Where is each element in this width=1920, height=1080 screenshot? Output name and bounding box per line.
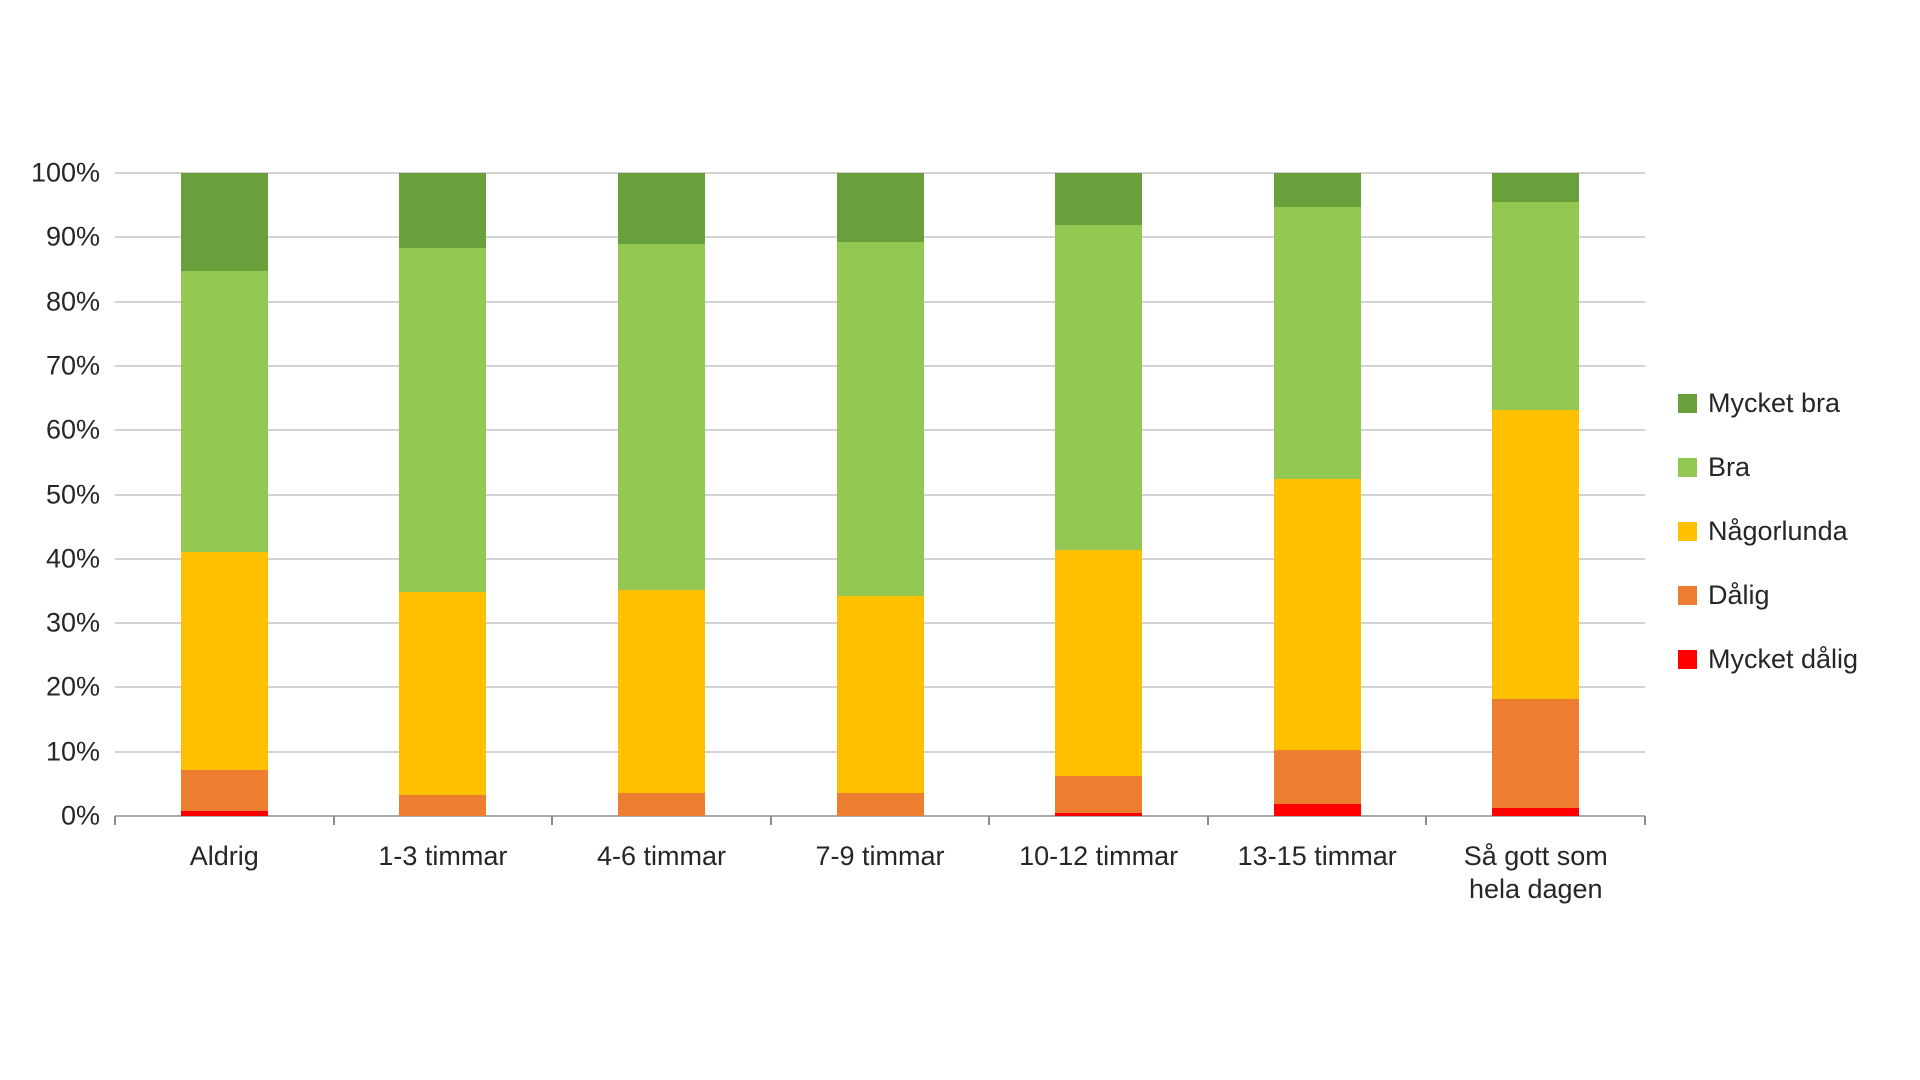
bar-slot — [771, 173, 990, 816]
bar-segment-d-lig — [399, 795, 487, 816]
bar-slot — [989, 173, 1208, 816]
y-axis-label: 100% — [30, 157, 100, 188]
axis-tick — [769, 816, 772, 825]
bar-segment-mycket-bra — [1273, 173, 1361, 208]
bar-slot — [552, 173, 771, 816]
legend-swatch-icon — [1678, 522, 1697, 541]
legend-label: Bra — [1708, 452, 1751, 482]
bar-segment-bra — [1055, 225, 1143, 550]
x-axis-line — [115, 815, 1645, 817]
legend-swatch-icon — [1678, 650, 1697, 669]
bar-segment-mycket-bra — [1492, 173, 1580, 202]
bar-6 — [1273, 173, 1361, 816]
bar-segment-d-lig — [180, 769, 268, 811]
axis-tick — [1425, 816, 1428, 825]
legend-item: Någorlunda — [1678, 518, 1858, 545]
legend-item: Bra — [1678, 454, 1858, 481]
bar-segment-n-gorlunda — [617, 589, 705, 793]
bar-slot — [334, 173, 553, 816]
x-axis-label: 1-3 timmar — [378, 841, 508, 871]
bar-segment-d-lig — [617, 792, 705, 816]
bar-segment-bra — [617, 244, 705, 590]
axis-tick — [1644, 816, 1646, 825]
bar-1 — [180, 173, 268, 816]
x-axis-label: Aldrig — [189, 841, 259, 871]
legend-swatch-icon — [1678, 458, 1697, 477]
bar-segment-mycket-d-lig — [180, 810, 268, 816]
legend-swatch-icon — [1678, 394, 1697, 413]
legend-label: Dålig — [1708, 580, 1770, 610]
legend-label: Någorlunda — [1708, 516, 1848, 546]
bar-segment-mycket-d-lig — [1273, 804, 1361, 816]
x-axis-labels: Aldrig 1-3 timmar 4-6 timmar 7-9 timmar 10-1… — [115, 840, 1645, 906]
bar-segment-mycket-bra — [617, 173, 705, 245]
y-axis-label: 20% — [45, 671, 100, 702]
axis-tick — [332, 816, 335, 825]
bar-slot — [1426, 173, 1645, 816]
bar-segment-mycket-d-lig — [1055, 812, 1143, 816]
bar-segment-bra — [1492, 201, 1580, 410]
bar-segment-d-lig — [1055, 775, 1143, 813]
y-axis-label: 40% — [45, 543, 100, 574]
bar-segment-n-gorlunda — [1492, 409, 1580, 699]
bar-5 — [1055, 173, 1143, 816]
bar-segment-d-lig — [1273, 750, 1361, 805]
legend: Mycket bra Bra Någorlunda Dålig Mycket dålig — [1678, 390, 1858, 673]
bar-segment-mycket-bra — [399, 173, 487, 249]
bar-segment-bra — [180, 271, 268, 553]
y-axis-label: 80% — [45, 286, 100, 317]
legend-label: Mycket bra — [1708, 388, 1841, 418]
legend-label: Mycket dålig — [1708, 644, 1859, 674]
x-axis-label: 13-15 timmar — [1237, 841, 1397, 871]
x-axis-label: 4-6 timmar — [596, 841, 726, 871]
axis-tick — [988, 816, 991, 825]
y-axis-label: 50% — [45, 479, 100, 509]
bar-segment-n-gorlunda — [399, 592, 487, 796]
bar-2 — [399, 173, 487, 816]
y-axis-label: 90% — [45, 221, 100, 252]
axis-tick — [114, 816, 116, 825]
bar-segment-bra — [1273, 207, 1361, 480]
bar-segment-mycket-bra — [836, 173, 924, 243]
y-axis-label: 10% — [45, 736, 100, 767]
bar-segment-d-lig — [1492, 699, 1580, 809]
bar-segment-mycket-bra — [1055, 173, 1143, 226]
bar-segment-bra — [836, 242, 924, 597]
gridline — [115, 172, 1645, 174]
plot-area — [115, 172, 1645, 817]
bar-slot — [1208, 173, 1427, 816]
bar-segment-bra — [399, 248, 487, 593]
legend-item: Mycket bra — [1678, 390, 1858, 417]
y-axis-label: 60% — [45, 414, 100, 445]
bar-segment-d-lig — [836, 792, 924, 816]
bar-slot — [115, 173, 334, 816]
axis-tick — [1206, 816, 1209, 825]
x-axis-label: 10-12 timmar — [1019, 841, 1179, 871]
bar-segment-n-gorlunda — [1055, 549, 1143, 776]
bar-4 — [836, 173, 924, 816]
x-axis-label: Så gott som hela dagen — [1463, 841, 1608, 904]
bar-segment-n-gorlunda — [180, 552, 268, 770]
bar-3 — [617, 173, 705, 816]
axis-tick — [551, 816, 554, 825]
bar-segment-n-gorlunda — [1273, 479, 1361, 751]
bar-7 — [1492, 173, 1580, 816]
bar-segment-n-gorlunda — [836, 596, 924, 793]
bar-segment-mycket-d-lig — [1492, 808, 1580, 816]
bar-segment-mycket-bra — [180, 173, 268, 272]
y-axis-label: 30% — [45, 607, 100, 638]
legend-item: Mycket dålig — [1678, 646, 1858, 673]
bars-container — [115, 173, 1645, 816]
legend-item: Dålig — [1678, 582, 1858, 609]
y-axis-label: 0% — [60, 800, 100, 831]
x-axis-label: 7-9 timmar — [815, 841, 945, 871]
legend-swatch-icon — [1678, 586, 1697, 605]
y-axis-label: 70% — [45, 350, 100, 381]
